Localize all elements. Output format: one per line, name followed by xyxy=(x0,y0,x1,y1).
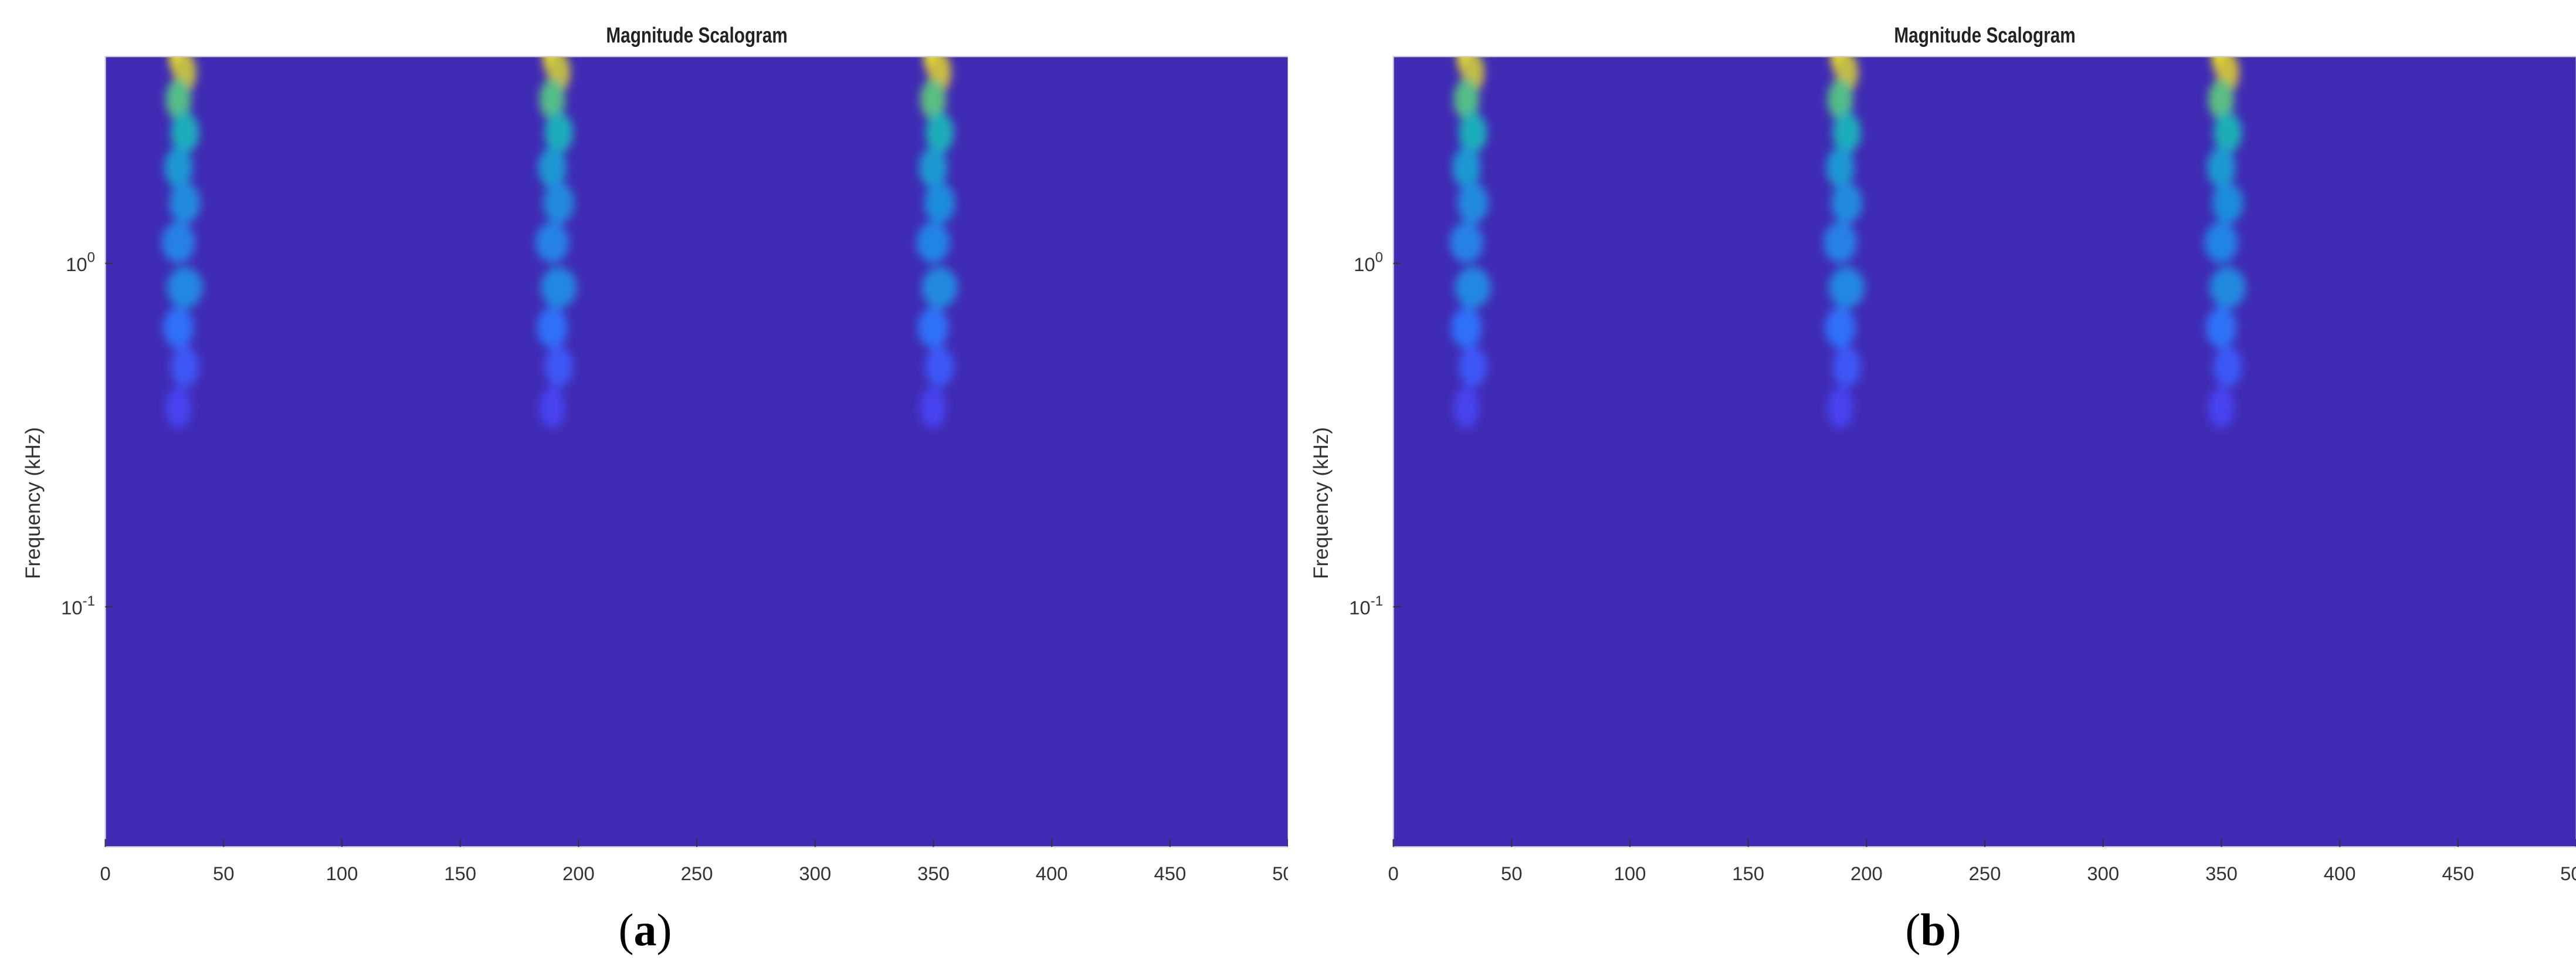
x-tick-label-300: 300 xyxy=(2087,863,2119,884)
event-3-blob-9 xyxy=(2205,307,2237,349)
event-2-blob-11 xyxy=(1827,387,1853,428)
event-1-blob-7 xyxy=(161,222,195,263)
chart-group: Magnitude Scalogram 0 50 100 150 200 250 300 350… xyxy=(22,23,1288,884)
event-1-blob-11 xyxy=(165,387,192,428)
chart-group: Magnitude Scalogram 0 50 100 150 200 250 300 350… xyxy=(1310,23,2576,884)
y-tick-label-1: 10-1 xyxy=(1349,593,1383,618)
event-1-blob-9 xyxy=(1451,307,1482,349)
event-1-blob-10 xyxy=(1459,346,1487,388)
event-1-blob-10 xyxy=(171,346,199,388)
event-2-blob-4 xyxy=(544,112,573,154)
event-3-blob-10 xyxy=(925,346,954,388)
event-2-blob-5 xyxy=(538,147,567,188)
event-3-blob-9 xyxy=(917,307,949,349)
scalogram-chart-a: Magnitude Scalogram 0 50 100 150 200 250 300 350… xyxy=(22,23,1288,884)
event-2-blob-6 xyxy=(1831,182,1862,224)
x-tick-label-250: 250 xyxy=(681,863,713,884)
x-tick-label-350: 350 xyxy=(917,863,950,884)
event-1-blob-8 xyxy=(167,267,203,309)
x-tick-label-500: 500 xyxy=(2560,863,2576,884)
panel-label-a: (a) xyxy=(618,904,672,955)
y-tick-label-0: 100 xyxy=(1354,250,1383,275)
x-tick-label-150: 150 xyxy=(444,863,476,884)
x-tick-label-300: 300 xyxy=(799,863,831,884)
event-2-blob-4 xyxy=(1832,112,1861,154)
event-3-blob-10 xyxy=(2213,346,2242,388)
x-tick-label-450: 450 xyxy=(1154,863,1186,884)
event-3-blob-5 xyxy=(919,147,948,188)
heatmap-background xyxy=(105,56,1288,847)
scalogram-chart-b: Magnitude Scalogram 0 50 100 150 200 250 300 350… xyxy=(1310,23,2576,884)
event-3-blob-3 xyxy=(920,79,947,120)
x-tick-label-200: 200 xyxy=(1850,863,1883,884)
event-1-blob-5 xyxy=(1452,147,1481,188)
x-tick-label-500: 500 xyxy=(1272,863,1288,884)
event-2-blob-6 xyxy=(543,182,574,224)
event-3-blob-8 xyxy=(2209,267,2246,309)
heatmap-background xyxy=(1393,56,2576,847)
x-tick-label-100: 100 xyxy=(1614,863,1646,884)
event-1-blob-7 xyxy=(1449,222,1483,263)
x-tick-label-50: 50 xyxy=(1501,863,1523,884)
event-3-blob-3 xyxy=(2208,79,2235,120)
event-2-blob-8 xyxy=(1828,267,1865,309)
y-axis-label: Frequency (kHz) xyxy=(1310,427,1333,579)
heatmap-events xyxy=(161,56,958,428)
event-2-blob-8 xyxy=(540,267,577,309)
event-1-blob-8 xyxy=(1455,267,1491,309)
event-1-blob-3 xyxy=(1453,79,1480,120)
event-1-blob-11 xyxy=(1453,387,1480,428)
event-3-blob-7 xyxy=(916,222,950,263)
event-2-blob-3 xyxy=(539,79,565,120)
event-2-blob-9 xyxy=(1825,307,1856,349)
panel-label-a-letter: a xyxy=(633,904,657,955)
event-1-blob-4 xyxy=(1459,112,1487,154)
x-tick-label-250: 250 xyxy=(1969,863,2001,884)
panel-b: Magnitude Scalogram 0 50 100 150 200 250 300 350… xyxy=(1288,0,2576,977)
x-tick-label-0: 0 xyxy=(1388,863,1398,884)
x-tick-label-150: 150 xyxy=(1732,863,1764,884)
event-1-blob-6 xyxy=(1457,182,1489,224)
x-tick-label-400: 400 xyxy=(1036,863,1068,884)
chart-title: Magnitude Scalogram xyxy=(606,23,787,48)
event-1-blob-6 xyxy=(169,182,201,224)
event-1-blob-3 xyxy=(165,79,192,120)
x-tick-label-200: 200 xyxy=(562,863,595,884)
event-2-blob-10 xyxy=(1832,346,1861,388)
x-tick-label-400: 400 xyxy=(2324,863,2356,884)
event-3-blob-5 xyxy=(2207,147,2236,188)
heatmap-events xyxy=(1449,56,2246,428)
event-2-blob-7 xyxy=(535,222,570,263)
event-2-blob-10 xyxy=(544,346,573,388)
x-tick-label-50: 50 xyxy=(213,863,235,884)
y-tick-label-1: 10-1 xyxy=(61,593,95,618)
event-3-blob-8 xyxy=(921,267,958,309)
x-tick-label-100: 100 xyxy=(326,863,358,884)
x-tick-label-0: 0 xyxy=(100,863,110,884)
event-2-blob-5 xyxy=(1826,147,1855,188)
event-3-blob-7 xyxy=(2204,222,2238,263)
event-1-blob-9 xyxy=(163,307,194,349)
chart-title: Magnitude Scalogram xyxy=(1894,23,2075,48)
y-axis-label: Frequency (kHz) xyxy=(22,427,45,579)
event-3-blob-6 xyxy=(2212,182,2243,224)
x-tick-label-450: 450 xyxy=(2442,863,2474,884)
event-2-blob-3 xyxy=(1827,79,1853,120)
event-3-blob-6 xyxy=(924,182,955,224)
event-2-blob-9 xyxy=(537,307,568,349)
y-tick-label-0: 100 xyxy=(66,250,95,275)
event-3-blob-11 xyxy=(2208,387,2235,428)
event-3-blob-4 xyxy=(925,112,954,154)
event-1-blob-5 xyxy=(164,147,193,188)
event-2-blob-7 xyxy=(1823,222,1858,263)
panel-a: Magnitude Scalogram 0 50 100 150 200 250 300 350… xyxy=(22,23,1288,955)
event-3-blob-11 xyxy=(920,387,947,428)
panel-label-b: (b) xyxy=(1905,904,1961,955)
event-1-blob-4 xyxy=(171,112,199,154)
event-2-blob-11 xyxy=(539,387,565,428)
panel-label-b-letter: b xyxy=(1920,904,1946,955)
x-tick-label-350: 350 xyxy=(2205,863,2238,884)
event-3-blob-4 xyxy=(2213,112,2242,154)
